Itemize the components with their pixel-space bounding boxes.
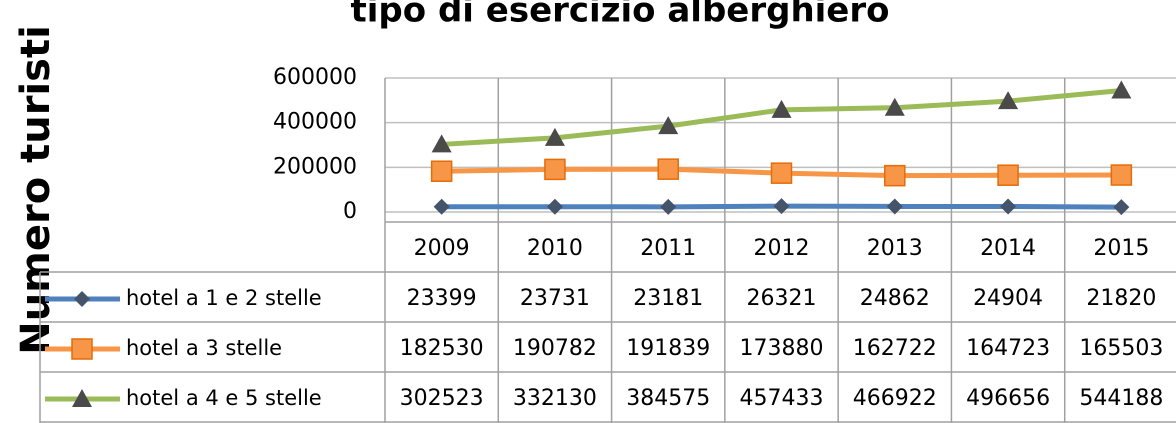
- table-value: 162722: [853, 336, 937, 361]
- table-value: 21820: [1086, 286, 1156, 311]
- table-value: 457433: [740, 386, 824, 411]
- data-point: [433, 198, 450, 215]
- table-value: 466922: [853, 386, 937, 411]
- data-point: [431, 134, 452, 153]
- y-tick-label: 0: [343, 199, 357, 224]
- table-value: 190782: [513, 336, 597, 361]
- table-value: 191839: [626, 336, 710, 361]
- data-point: [884, 97, 905, 116]
- table-value: 182530: [400, 336, 484, 361]
- table-value: 24904: [973, 286, 1043, 311]
- legend-label: hotel a 3 stelle: [126, 336, 282, 360]
- data-point: [884, 164, 906, 187]
- y-tick-label: 400000: [273, 110, 357, 135]
- table-value: 24862: [860, 286, 930, 311]
- table-value: 23181: [633, 286, 703, 311]
- table-value: 23731: [520, 286, 590, 311]
- data-point: [886, 198, 903, 215]
- data-point: [658, 116, 679, 135]
- x-tick-label: 2013: [867, 236, 923, 261]
- data-point: [544, 158, 566, 181]
- table-value: 23399: [407, 286, 477, 311]
- y-axis-label: Numero turisti: [13, 25, 59, 355]
- data-point: [1113, 199, 1130, 216]
- data-point: [1000, 198, 1017, 215]
- legend-key-marker: [71, 338, 93, 360]
- x-tick-label: 2010: [527, 236, 583, 261]
- data-point: [1111, 80, 1132, 99]
- legend-label: hotel a 4 e 5 stelle: [126, 386, 322, 410]
- legend-key-marker: [72, 389, 92, 407]
- data-point: [771, 99, 792, 118]
- x-tick-label: 2009: [414, 236, 470, 261]
- data-point: [773, 198, 790, 215]
- table-value: 165503: [1079, 336, 1163, 361]
- table-value: 544188: [1079, 386, 1163, 411]
- y-tick-label: 600000: [273, 65, 357, 90]
- table-value: 384575: [626, 386, 710, 411]
- data-point: [546, 198, 563, 215]
- x-tick-label: 2014: [980, 236, 1036, 261]
- table-value: 26321: [747, 286, 817, 311]
- data-point: [997, 164, 1019, 186]
- table-value: 332130: [513, 386, 597, 411]
- legend-key-marker: [74, 291, 90, 307]
- data-point: [770, 162, 793, 184]
- table-value: 164723: [966, 336, 1050, 361]
- table-value: 173880: [740, 336, 824, 361]
- x-tick-label: 2012: [754, 236, 810, 261]
- y-tick-label: 200000: [273, 154, 357, 179]
- chart-title: tipo di esercizio alberghiero: [351, 0, 890, 31]
- data-point: [660, 198, 677, 215]
- table-value: 302523: [400, 386, 484, 411]
- x-tick-label: 2015: [1093, 236, 1149, 261]
- data-point: [430, 160, 453, 182]
- data-point: [544, 127, 565, 146]
- x-tick-label: 2011: [640, 236, 696, 261]
- data-point: [657, 158, 679, 180]
- data-point: [1110, 164, 1133, 186]
- legend-label: hotel a 1 e 2 stelle: [126, 286, 322, 310]
- data-point: [998, 91, 1019, 110]
- table-value: 496656: [966, 386, 1050, 411]
